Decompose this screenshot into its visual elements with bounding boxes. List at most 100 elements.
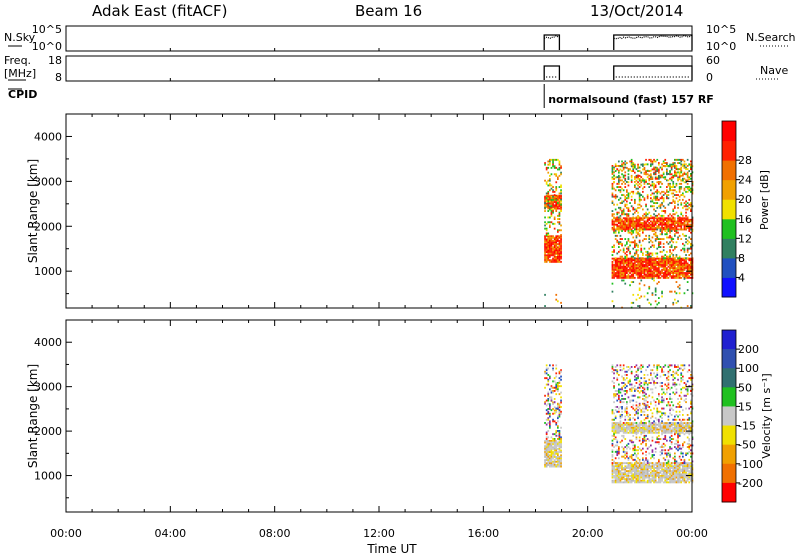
velocity-cell-1-0 [640, 476, 643, 479]
power-cell-1-1 [669, 225, 671, 228]
velocity-cell-1-1 [674, 430, 676, 433]
velocity-cell-1-3 [613, 396, 615, 399]
power-cell-1-0 [662, 267, 665, 270]
power-cell-1-3 [685, 181, 687, 184]
power-cell-1-5 [654, 293, 657, 296]
velocity-cell-0-2 [550, 386, 553, 389]
power-cell-1-3 [645, 214, 647, 217]
velocity-cell-1-1 [664, 430, 667, 433]
velocity-cell-1-1 [629, 430, 631, 433]
power-cell-1-3 [666, 171, 668, 174]
power-cell-0-0 [550, 241, 553, 244]
velocity-cell-1-0 [656, 465, 659, 468]
velocity-cell-0-0 [553, 465, 556, 468]
velocity-cell-1-1 [613, 425, 615, 428]
velocity-cell-1-3 [640, 409, 643, 412]
power-cell-1-0 [672, 259, 675, 262]
velocity-cell-1-0 [632, 465, 635, 468]
velocity-ylabel: Slant Range [km] [26, 364, 40, 468]
power-cell-1-1 [656, 226, 659, 229]
velocity-cell-1-2 [658, 441, 660, 444]
power-cell-1-1 [626, 226, 628, 229]
power-cell-1-1 [638, 228, 641, 231]
power-cell-1-2 [672, 241, 675, 244]
velocity-cell-1-0 [624, 481, 627, 484]
power-cell-1-3 [634, 208, 636, 211]
velocity-cell-1-3 [677, 415, 679, 418]
velocity-cell-0-2 [549, 377, 551, 380]
velocity-cell-1-3 [685, 394, 687, 397]
velocity-cell-1-3 [686, 390, 689, 392]
power-cell-1-3 [688, 203, 691, 206]
velocity-cell-1-2 [619, 441, 622, 444]
velocity-cell-1-2 [662, 446, 665, 448]
velocity-cell-1-3 [637, 367, 639, 370]
power-cell-0-0 [557, 248, 559, 250]
velocity-cell-1-3 [678, 404, 681, 407]
velocity-cell-1-1 [648, 423, 651, 426]
velocity-cell-0-0 [560, 464, 562, 466]
power-cell-0-0 [547, 249, 550, 252]
power-cell-1-1 [619, 220, 622, 223]
velocity-cell-1-0 [650, 473, 652, 476]
power-cell-1-3 [630, 170, 633, 172]
velocity-cell-1-0 [614, 476, 617, 479]
velocity-cell-1-0 [659, 476, 662, 479]
velocity-cell-1-3 [654, 386, 657, 389]
velocity-cell-1-3 [624, 398, 627, 400]
power-cell-1-0 [627, 262, 630, 265]
power-cell-1-2 [662, 255, 665, 258]
power-cell-1-1 [672, 220, 675, 223]
power-cell-1-0 [626, 275, 628, 278]
velocity-cell-1-3 [667, 372, 670, 375]
velocity-cell-1-1 [678, 425, 681, 428]
velocity-cell-0-0 [553, 452, 556, 455]
power-cell-1-2 [619, 249, 622, 252]
power-cell-0-0 [560, 256, 562, 258]
nsky-label: N.Sky [4, 31, 36, 44]
velocity-cell-1-1 [618, 423, 620, 426]
power-cell-1-2 [670, 236, 673, 239]
power-cell-1-0 [680, 272, 683, 274]
power-cell-1-3 [621, 213, 623, 216]
velocity-cell-1-3 [614, 406, 617, 408]
power-cell-1-1 [651, 220, 654, 223]
power-cell-1-3 [675, 171, 678, 174]
velocity-cell-1-0 [618, 478, 620, 481]
power-cell-1-4 [688, 163, 691, 166]
power-cell-1-0 [659, 273, 662, 276]
power-cell-1-0 [661, 259, 663, 262]
velocity-cell-1-3 [618, 407, 620, 410]
power-cell-0-0 [558, 246, 561, 249]
power-cell-1-0 [629, 265, 631, 268]
velocity-cell-1-0 [675, 471, 678, 474]
velocity-cbar-swatch-5 [722, 425, 736, 446]
velocity-cell-0-2 [553, 386, 556, 389]
power-cell-1-1 [667, 226, 670, 229]
power-cell-1-5 [646, 298, 649, 301]
power-cell-1-1 [645, 220, 647, 223]
power-cell-1-1 [626, 217, 628, 220]
power-cell-1-5 [658, 281, 660, 283]
power-cell-1-3 [653, 208, 655, 211]
velocity-cell-1-3 [616, 372, 619, 375]
power-cell-1-1 [616, 228, 619, 231]
velocity-cell-1-0 [654, 470, 657, 473]
power-cell-1-3 [611, 194, 614, 196]
power-cell-0-0 [544, 252, 546, 255]
power-cell-1-0 [682, 265, 684, 268]
velocity-cell-1-0 [685, 463, 687, 466]
power-cell-1-1 [629, 218, 631, 221]
power-cell-1-3 [622, 194, 625, 196]
power-cell-1-3 [643, 197, 646, 200]
velocity-cell-1-2 [635, 454, 638, 456]
power-cell-1-2 [674, 230, 676, 232]
power-cell-1-3 [662, 205, 665, 208]
power-cell-1-4 [654, 166, 657, 169]
power-cell-1-1 [656, 222, 659, 224]
velocity-cell-1-3 [643, 407, 646, 410]
power-cell-1-2 [626, 247, 628, 250]
power-cell-1-3 [658, 205, 660, 208]
velocity-cell-1-0 [666, 471, 668, 474]
velocity-cell-0-0 [549, 449, 551, 452]
